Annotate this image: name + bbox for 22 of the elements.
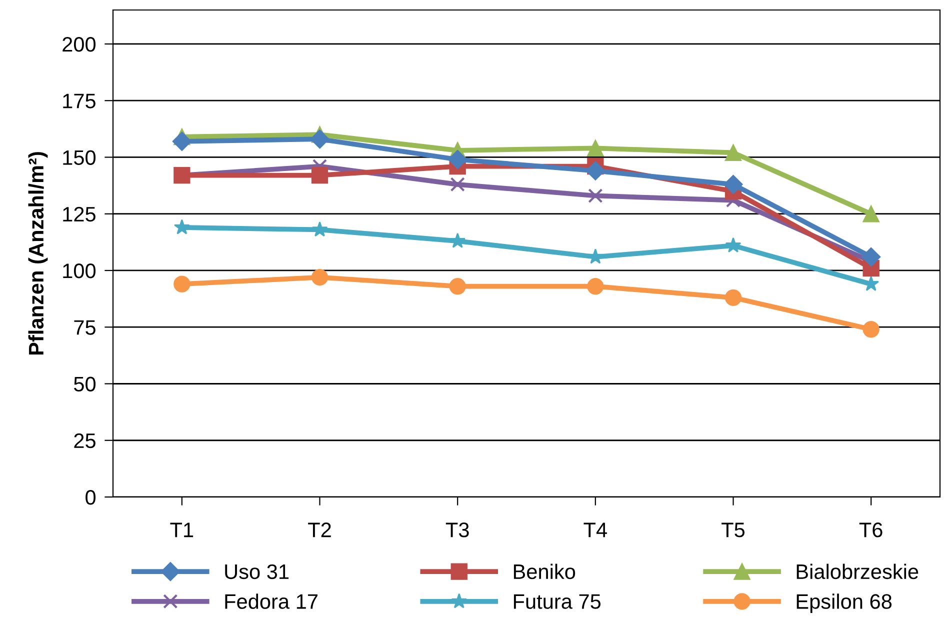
y-tick-label: 100 xyxy=(63,263,96,278)
y-tick-label: 125 xyxy=(63,206,96,222)
y-tick-label: 0 xyxy=(86,490,96,505)
x-tick-label: T1 xyxy=(170,522,194,538)
legend-label: Epsilon 68 xyxy=(796,594,892,614)
x-tick-label: T4 xyxy=(584,522,607,538)
legend-label: Futura 75 xyxy=(514,594,601,609)
y-tick-label: 150 xyxy=(63,150,96,165)
x-tick-label: T6 xyxy=(859,522,882,538)
legend-label: Beniko xyxy=(514,564,576,580)
legend-label: Uso 31 xyxy=(225,564,289,580)
x-tick-label: T2 xyxy=(308,522,331,538)
legend-label: Bialobrzeskie xyxy=(796,564,918,580)
y-tick-label: 175 xyxy=(63,94,96,108)
x-tick-label: T3 xyxy=(446,522,469,538)
y-tick-label: 25 xyxy=(74,433,96,448)
y-tick-label: 200 xyxy=(62,36,96,52)
x-tick-label: T5 xyxy=(722,522,745,538)
y-tick-label: 75 xyxy=(74,320,96,335)
legend-label: Fedora 17 xyxy=(225,594,318,609)
y-axis-title: Pflanzen (Anzahl/m²) xyxy=(28,152,48,355)
y-tick-label: 50 xyxy=(74,376,96,392)
